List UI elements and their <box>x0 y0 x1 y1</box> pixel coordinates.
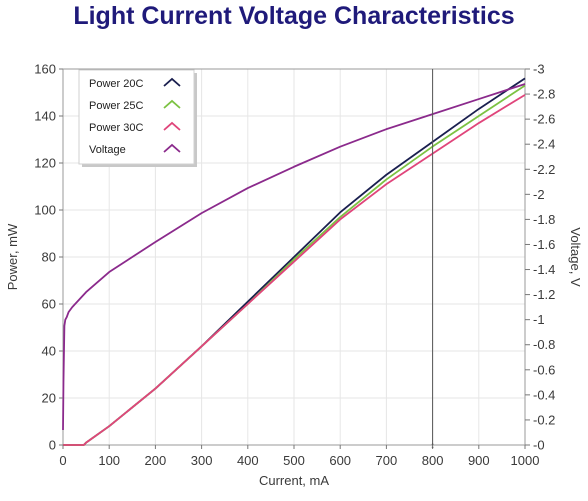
y2-tick-label: -1 <box>533 312 545 327</box>
legend-label: Power 25C <box>89 100 143 112</box>
y-tick-label: 0 <box>49 438 56 453</box>
y2-tick-label: -0.8 <box>533 337 555 352</box>
y2-tick-label: -3 <box>533 62 545 77</box>
y2-tick-label: -0 <box>533 438 545 453</box>
x-tick-label: 400 <box>237 453 259 468</box>
x-tick-label: 700 <box>376 453 398 468</box>
series-lines <box>62 77 526 446</box>
y2-tick-label: -1.8 <box>533 212 555 227</box>
legend-marker <box>163 77 181 87</box>
y2-tick-label: -2.2 <box>533 162 555 177</box>
y2-tick-label: -2 <box>533 187 545 202</box>
y-tick-label: 40 <box>42 344 56 359</box>
legend-marker <box>163 121 181 131</box>
cursor-marker-handle[interactable]: ↕ <box>430 440 435 450</box>
y-tick-label: 60 <box>42 297 56 312</box>
x-tick-label: 300 <box>191 453 213 468</box>
y-tick-label: 120 <box>34 156 56 171</box>
legend-items: Power 20C Power 25C Power 30C Voltage <box>89 77 181 156</box>
y2-tick-label: -1.6 <box>533 237 555 252</box>
y-tick-label: 100 <box>34 203 56 218</box>
legend-marker <box>163 143 181 153</box>
x-tick-label: 900 <box>468 453 490 468</box>
y-tick-label: 160 <box>34 62 56 77</box>
y-tick-label: 140 <box>34 109 56 124</box>
x-tick-label: 100 <box>98 453 120 468</box>
y2-tick-label: -2.8 <box>533 87 555 102</box>
series-line-power-30c <box>63 94 526 446</box>
series-line-voltage <box>62 83 526 430</box>
x-tick-label: 800 <box>422 453 444 468</box>
x-tick-label: 1000 <box>511 453 540 468</box>
y2-tick-label: -0.2 <box>533 412 555 427</box>
x-axis-label: Current, mA <box>259 473 329 488</box>
y-tick-label: 20 <box>42 391 56 406</box>
y2-tick-label: -2.4 <box>533 137 555 152</box>
x-tick-label: 200 <box>145 453 167 468</box>
legend-label: Power 30C <box>89 122 143 134</box>
x-tick-label: 600 <box>329 453 351 468</box>
legend-label: Power 20C <box>89 78 143 90</box>
axis-ticks: 0 100 200 300 400 500 600 700 800 900 1000 0 20 40 60 8… <box>34 62 555 469</box>
y2-tick-label: -2.6 <box>533 112 555 127</box>
legend: Power 20C Power 25C Power 30C Voltage <box>78 69 197 167</box>
y2-tick-label: -0.6 <box>533 362 555 377</box>
x-tick-label: 0 <box>59 453 66 468</box>
x-tick-label: 500 <box>283 453 305 468</box>
y-axis-label: Power, mW <box>5 223 20 290</box>
y2-tick-label: -0.4 <box>533 387 555 402</box>
y2-tick-label: -1.2 <box>533 287 555 302</box>
y2-axis-label: Voltage, V <box>568 227 583 287</box>
y2-tick-label: -1.4 <box>533 262 555 277</box>
legend-label: Voltage <box>89 144 126 156</box>
chart-title: Light Current Voltage Characteristics <box>73 2 515 30</box>
legend-marker <box>163 99 181 109</box>
y-tick-label: 80 <box>42 250 56 265</box>
